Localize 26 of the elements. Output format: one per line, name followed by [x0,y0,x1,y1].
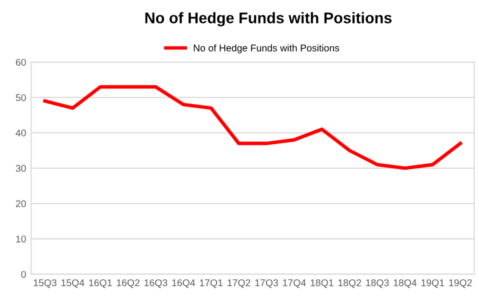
y-tick-label: 10 [16,236,26,242]
y-tick-label: 20 [16,200,26,208]
x-tick-label: 16Q3 [144,279,168,288]
y-tick-label: 30 [16,164,26,172]
x-tick-label: 18Q4 [394,279,417,288]
x-tick-label: 17Q3 [255,279,278,288]
x-tick-label: 18Q3 [366,279,389,288]
x-tick-label: 15Q4 [62,279,84,288]
x-tick-label: 16Q2 [116,279,140,288]
x-tick-label: 18Q1 [310,279,334,288]
x-tick-label: 17Q4 [283,279,306,288]
x-tick-label: 15Q3 [34,279,56,288]
x-tick-label: 17Q2 [228,279,250,288]
chart-title: No of Hedge Funds with Positions [145,12,392,26]
x-tick-label: 18Q2 [338,279,361,288]
y-tick-label: 60 [16,58,26,66]
y-tick-label: 50 [16,94,26,102]
x-tick-label: 16Q1 [89,279,112,288]
y-tick-label: 0 [21,270,26,278]
legend-label: No of Hedge Funds with Positions [194,44,340,54]
x-tick-label: 16Q4 [172,279,196,288]
x-tick-label: 19Q1 [422,279,444,288]
x-tick-label: 19Q2 [449,279,472,288]
line-series [43,85,462,170]
y-tick-label: 40 [16,130,26,136]
x-tick-label: 17Q1 [200,279,223,288]
